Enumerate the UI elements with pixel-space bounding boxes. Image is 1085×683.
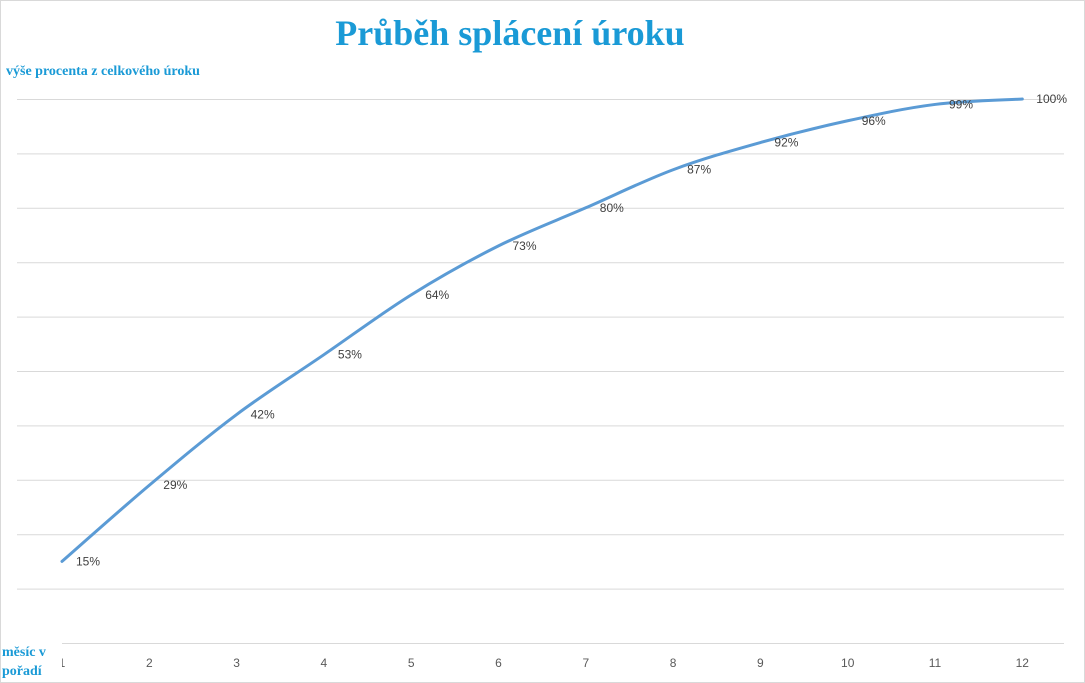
- data-label: 87%: [687, 163, 711, 177]
- x-tick-label: 7: [582, 656, 589, 670]
- x-tick-label: 10: [841, 656, 855, 670]
- data-label: 99%: [949, 97, 973, 111]
- x-tick-label: 5: [408, 656, 415, 670]
- x-tick-label: 8: [670, 656, 677, 670]
- x-tick-label: 1: [59, 656, 66, 670]
- x-tick-label: 2: [146, 656, 153, 670]
- data-label: 53%: [338, 348, 362, 362]
- x-tick-label: 3: [233, 656, 240, 670]
- data-labels: 15% 29% 42% 53% 64% 73% 80% 87% 92% 96% 99% 100%: [76, 92, 1067, 568]
- x-axis-label: měsíc v pořadí: [2, 643, 62, 681]
- x-tick-label: 12: [1016, 656, 1030, 670]
- x-tick-label: 11: [929, 656, 942, 670]
- data-label: 100%: [1036, 92, 1067, 106]
- y-axis-label: výše procenta z celkového úroku: [6, 64, 200, 79]
- data-label: 29%: [163, 478, 187, 492]
- data-label: 92%: [774, 136, 798, 150]
- x-tick-label: 6: [495, 656, 502, 670]
- data-label: 64%: [425, 288, 449, 302]
- data-label: 80%: [600, 201, 624, 215]
- data-label: 15%: [76, 554, 100, 568]
- series-line-group: [60, 97, 1024, 563]
- x-tick-label: 4: [321, 656, 328, 670]
- gridlines: [17, 99, 1064, 644]
- chart-title: Průběh splácení úroku: [335, 13, 685, 53]
- data-label: 42%: [251, 408, 275, 422]
- x-tick-label: 9: [757, 656, 764, 670]
- x-tick-labels: 1 2 3 4 5 6 7 8 9 10 11 12: [59, 656, 1030, 670]
- data-label: 73%: [513, 239, 537, 253]
- data-label: 96%: [862, 114, 886, 128]
- series-line: [60, 97, 1024, 563]
